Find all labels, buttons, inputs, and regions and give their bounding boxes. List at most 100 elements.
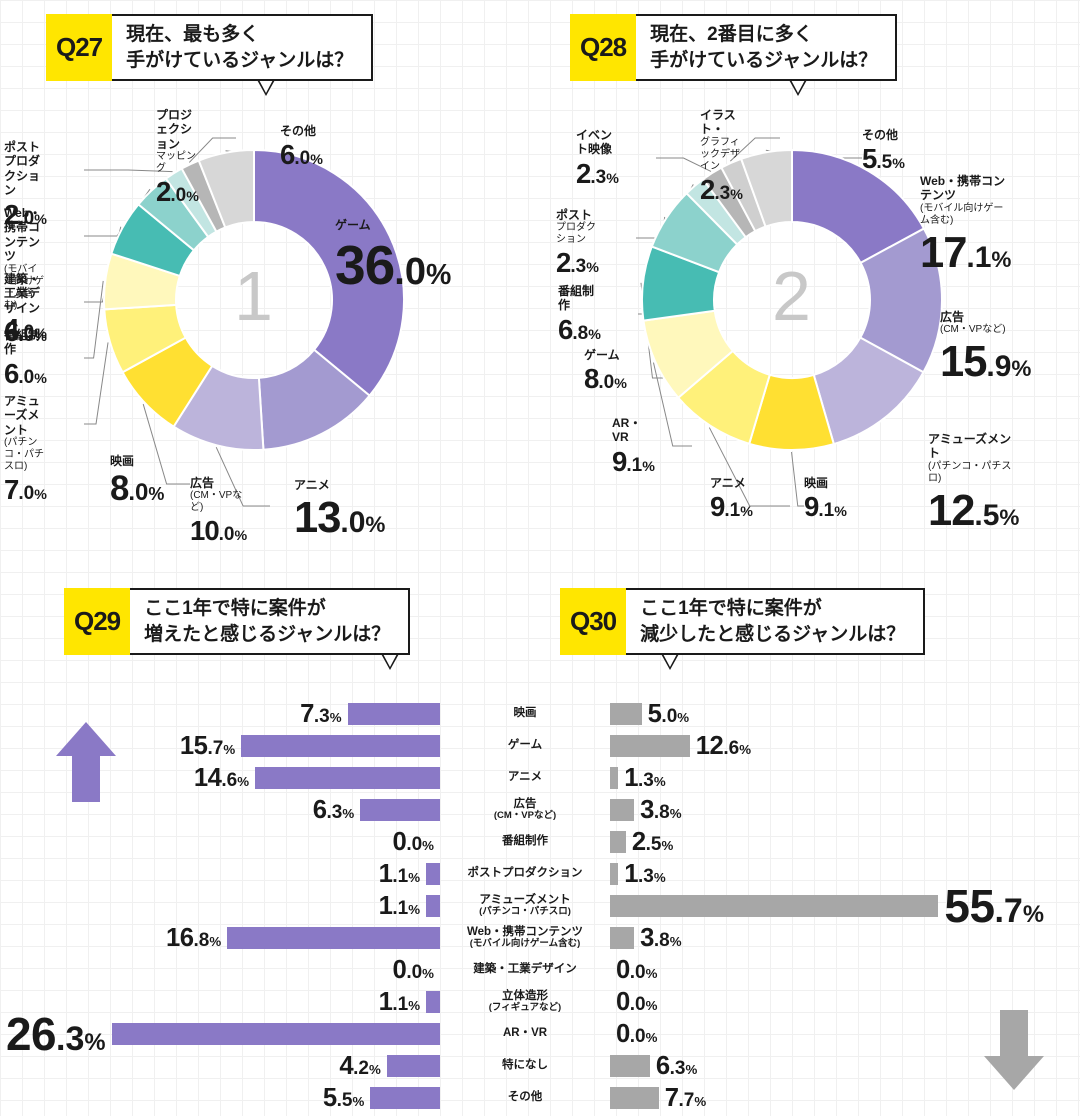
bar-left (360, 799, 440, 821)
bar-category-label: 建築・工業デザイン (440, 963, 610, 976)
bar-right-value: 6.3% (650, 1052, 703, 1081)
bar-left (348, 703, 440, 725)
bar-left-value: 1.1% (373, 892, 426, 921)
q30-header: Q30 ここ1年で特に案件が 減少したと感じるジャンルは？ (560, 588, 925, 655)
bar-right-value: 3.8% (634, 796, 687, 825)
slice-label: ポストプロダクション2.3% (556, 208, 599, 279)
bar-right-value: 0.0% (610, 1020, 663, 1049)
bar-right-value: 3.8% (634, 924, 687, 953)
bar-row: 15.7% ゲーム 12.6% (0, 732, 1080, 760)
bar-left (112, 1023, 440, 1045)
q27-title-line2: 手がけているジャンルは？ (126, 50, 353, 71)
bar-row: 7.3% 映画 5.0% (0, 700, 1080, 728)
slice-label: イベント映像2.3% (576, 128, 619, 190)
slice-label: イラスト・グラフィックデザイン2.3% (700, 108, 743, 206)
bar-category-label: ポストプロダクション (440, 867, 610, 880)
q30-title: ここ1年で特に案件が 減少したと感じるジャンルは？ (626, 588, 925, 655)
bar-right (610, 767, 618, 789)
bar-category-label: Web・携帯コンテンツ(モバイル向けゲーム含む) (440, 926, 610, 950)
bar-right-value: 2.5% (626, 828, 679, 857)
q29-header: Q29 ここ1年で特に案件が 増えたと感じるジャンルは？ (64, 588, 410, 655)
bar-category-label: AR・VR (440, 1027, 610, 1040)
slice-label: アミューズメント(パチンコ・パチスロ)12.5% (928, 432, 1019, 537)
bar-category-label: アミューズメント(パチンコ・パチスロ) (440, 894, 610, 918)
bar-row: 0.0% 建築・工業デザイン 0.0% (0, 956, 1080, 984)
bar-category-label: 特になし (440, 1059, 610, 1072)
q30-badge: Q30 (560, 588, 626, 655)
bar-category-label: 映画 (440, 707, 610, 720)
q27-header: Q27 現在、最も多く 手がけているジャンルは？ (46, 14, 373, 81)
slice-label: ゲーム8.0% (584, 348, 627, 395)
bar-left-value: 0.0% (387, 956, 440, 985)
bar-right (610, 799, 634, 821)
bar-right-value: 12.6% (690, 732, 757, 761)
bar-right-value: 5.0% (642, 700, 695, 729)
slice-label: AR・VR9.1% (612, 416, 655, 478)
bar-left-value: 16.8% (160, 924, 227, 953)
bar-row: 4.2% 特になし 6.3% (0, 1052, 1080, 1080)
bar-right (610, 895, 938, 917)
bar-right-value: 0.0% (610, 956, 663, 985)
q28-title-line2: 手がけているジャンルは？ (650, 50, 877, 71)
bar-left-value: 15.7% (174, 732, 241, 761)
bar-category-label: 広告(CM・VPなど) (440, 798, 610, 822)
bar-left-value: 14.6% (188, 764, 255, 793)
bar-row: 1.1% アミューズメント(パチンコ・パチスロ) 55.7% (0, 892, 1080, 920)
q27-title: 現在、最も多く 手がけているジャンルは？ (112, 14, 373, 81)
bar-left (426, 895, 440, 917)
q28-badge: Q28 (570, 14, 636, 81)
bar-right-value: 7.7% (659, 1084, 712, 1113)
slice-label: 番組制作6.8% (558, 284, 601, 346)
bar-right (610, 703, 642, 725)
slice-label: その他5.5% (862, 128, 905, 175)
bar-category-label: ゲーム (440, 739, 610, 752)
bar-category-label: その他 (440, 1091, 610, 1104)
bar-row: 14.6% アニメ 1.3% (0, 764, 1080, 792)
q29-badge: Q29 (64, 588, 130, 655)
q29-title-line2: 増えたと感じるジャンルは？ (144, 624, 390, 645)
q29-title: ここ1年で特に案件が 増えたと感じるジャンルは？ (130, 588, 410, 655)
bar-left (227, 927, 440, 949)
bars-section: 7.3% 映画 5.0% 15.7% ゲーム 12.6% 14.6% (0, 700, 1080, 1116)
bar-category-label: 番組制作 (440, 835, 610, 848)
bar-right (610, 831, 626, 853)
bar-right-value: 0.0% (610, 988, 663, 1017)
bar-right (610, 735, 690, 757)
leader-line (792, 452, 804, 506)
bar-left-value: 0.0% (387, 828, 440, 857)
bar-category-label: アニメ (440, 771, 610, 784)
bar-row: 16.8% Web・携帯コンテンツ(モバイル向けゲーム含む) 3.8% (0, 924, 1080, 952)
bar-left-value: 4.2% (333, 1052, 386, 1081)
q28-header: Q28 現在、2番目に多く 手がけているジャンルは？ (570, 14, 897, 81)
donut-center-glyph: 2 (772, 256, 809, 336)
slice-label: 映画9.1% (804, 476, 847, 523)
bar-left-value: 7.3% (294, 700, 347, 729)
bar-left (387, 1055, 440, 1077)
bar-left (370, 1087, 440, 1109)
bar-left-value: 1.1% (373, 860, 426, 889)
q27-title-line1: 現在、最も多く (126, 24, 259, 45)
q28-title: 現在、2番目に多く 手がけているジャンルは？ (636, 14, 897, 81)
bar-right (610, 1055, 650, 1077)
bar-row: 26.3% AR・VR 0.0% (0, 1020, 1080, 1048)
q29-title-line1: ここ1年で特に案件が (144, 598, 326, 619)
bar-right-value: 1.3% (618, 764, 671, 793)
q27-badge: Q27 (46, 14, 112, 81)
bar-left-value: 5.5% (317, 1084, 370, 1113)
q28-title-line1: 現在、2番目に多く (650, 24, 813, 45)
bar-category-label: 立体造形(フィギュアなど) (440, 990, 610, 1014)
bar-left-value: 6.3% (307, 796, 360, 825)
bar-row: 0.0% 番組制作 2.5% (0, 828, 1080, 856)
q30-title-line2: 減少したと感じるジャンルは？ (640, 624, 905, 645)
bar-right (610, 1087, 659, 1109)
q30-title-line1: ここ1年で特に案件が (640, 598, 822, 619)
bar-left (241, 735, 440, 757)
bar-left (255, 767, 440, 789)
slice-label: Web・携帯コンテンツ(モバイル向けゲーム含む)17.1% (920, 174, 1011, 279)
slice-label: 広告(CM・VPなど)15.9% (940, 310, 1031, 389)
bar-row: 6.3% 広告(CM・VPなど) 3.8% (0, 796, 1080, 824)
slice-label: アニメ9.1% (710, 476, 753, 523)
bar-left (426, 863, 440, 885)
bar-row: 5.5% その他 7.7% (0, 1084, 1080, 1112)
bar-right (610, 927, 634, 949)
